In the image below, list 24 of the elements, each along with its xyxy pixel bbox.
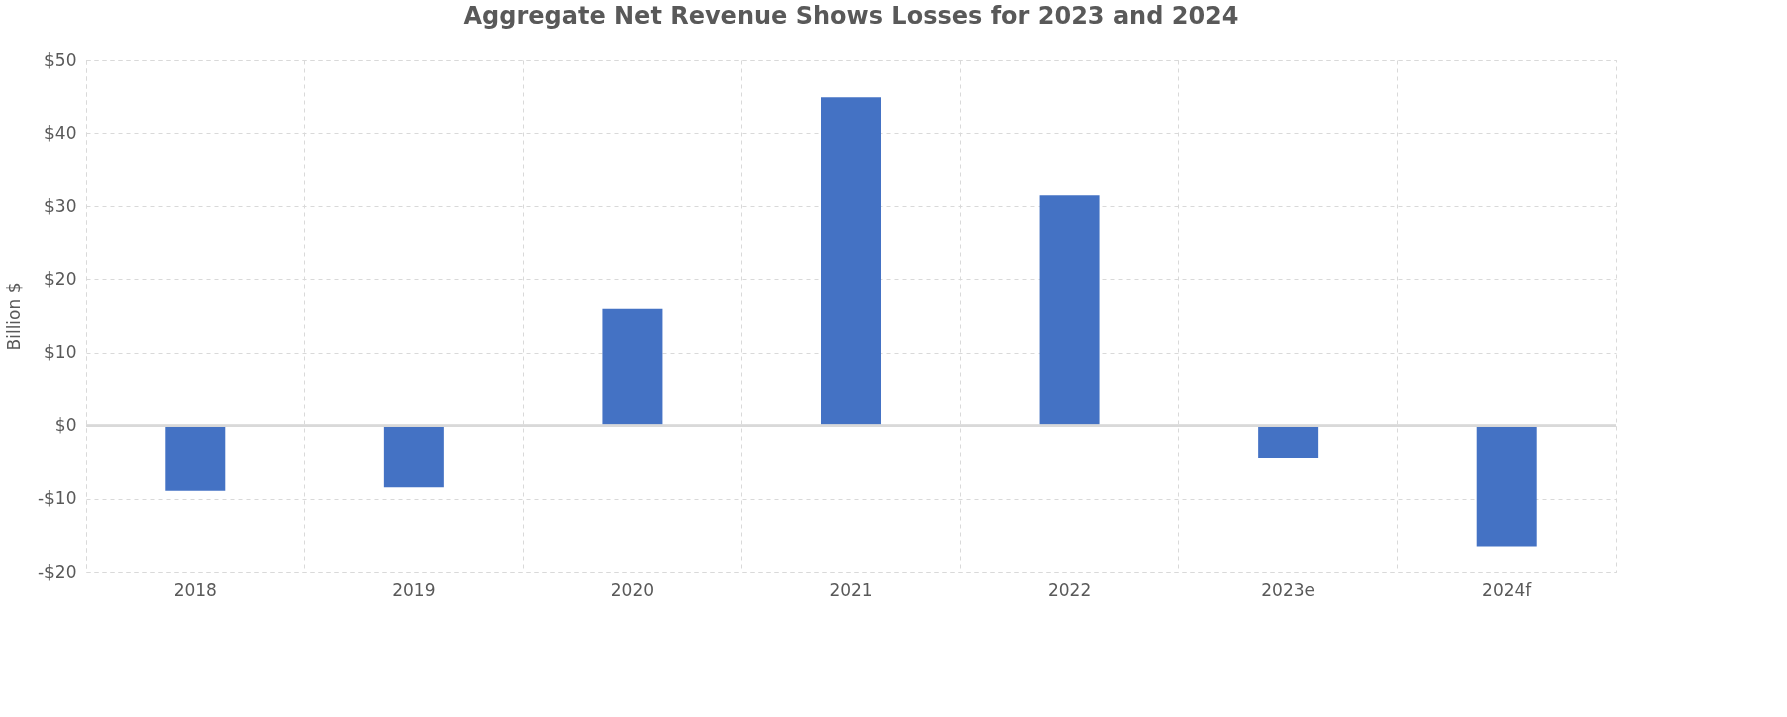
- bar: [821, 97, 881, 426]
- y-tick-label: $10: [44, 342, 77, 363]
- bar: [602, 308, 663, 426]
- y-tick-label: $30: [44, 195, 77, 216]
- x-tick-label: 2021: [829, 579, 873, 600]
- bar: [165, 425, 226, 491]
- y-tick-label: $50: [44, 49, 77, 70]
- chart-title: Aggregate Net Revenue Shows Losses for 2023 and 2024: [463, 2, 1239, 30]
- x-tick-label: 2022: [1047, 579, 1092, 600]
- bar: [383, 425, 444, 488]
- y-tick-label: -$20: [37, 561, 77, 582]
- bar: [1258, 425, 1319, 458]
- x-tick-label: 2019: [392, 579, 436, 600]
- x-tick-label: 2020: [610, 579, 655, 600]
- y-tick-label: $40: [44, 122, 77, 143]
- x-tick-label: 2024f: [1482, 579, 1533, 600]
- x-tick-label: 2018: [173, 579, 217, 600]
- y-tick-label: $0: [54, 415, 77, 436]
- y-tick-label: -$10: [37, 488, 77, 509]
- bar: [1039, 195, 1100, 426]
- bar: [1476, 425, 1537, 547]
- x-tick-label: 2023e: [1261, 579, 1316, 600]
- y-tick-label: $20: [44, 268, 77, 289]
- y-axis-title: Billion $: [3, 282, 24, 351]
